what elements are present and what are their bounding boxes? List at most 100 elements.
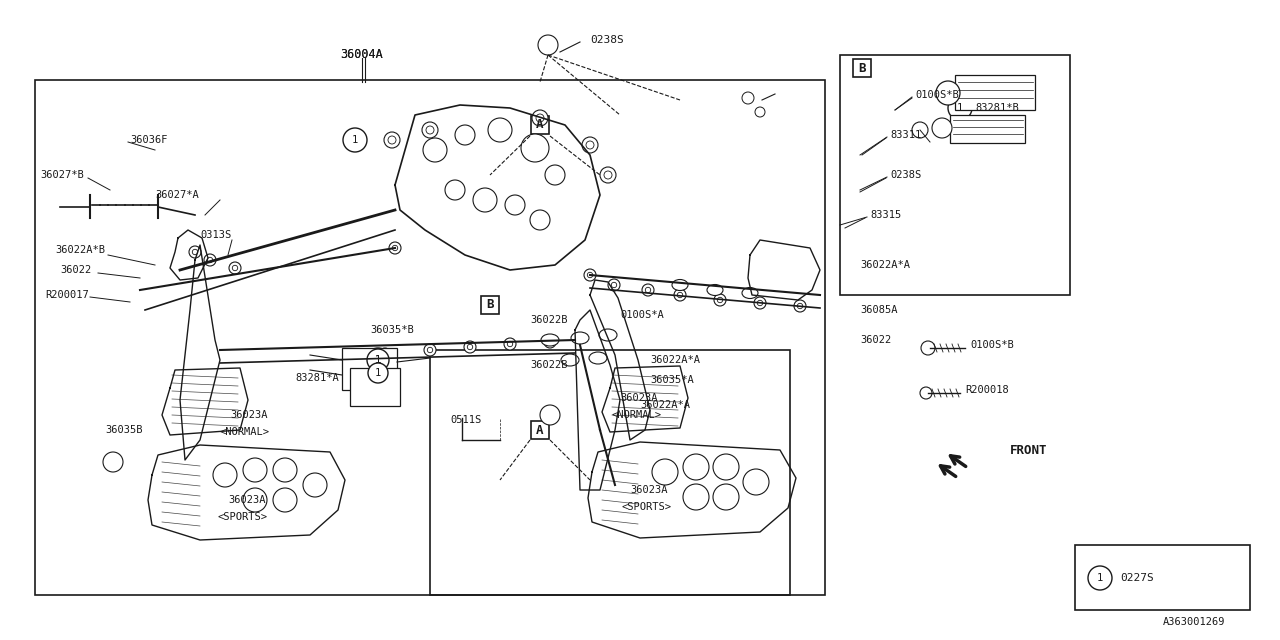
Text: R200017: R200017: [45, 290, 88, 300]
Ellipse shape: [571, 332, 589, 344]
Text: 36022A*A: 36022A*A: [860, 260, 910, 270]
Circle shape: [467, 344, 472, 349]
Circle shape: [207, 257, 212, 262]
Bar: [430, 350, 790, 595]
Circle shape: [383, 351, 388, 356]
Text: 36022B: 36022B: [530, 315, 567, 325]
Circle shape: [675, 289, 686, 301]
Circle shape: [754, 297, 765, 309]
Text: FRONT: FRONT: [1010, 444, 1047, 456]
Text: 83281*A: 83281*A: [294, 373, 339, 383]
Circle shape: [192, 250, 197, 255]
Text: 36023A: 36023A: [230, 410, 268, 420]
Text: 83281*B: 83281*B: [975, 103, 1019, 113]
Circle shape: [506, 195, 525, 215]
Bar: [342, 348, 397, 390]
Bar: [852, 59, 870, 77]
Ellipse shape: [672, 280, 689, 291]
Circle shape: [742, 92, 754, 104]
Ellipse shape: [561, 354, 579, 366]
Circle shape: [507, 341, 513, 347]
Text: 36022A*A: 36022A*A: [640, 400, 690, 410]
Text: 0227S: 0227S: [1120, 573, 1153, 583]
Circle shape: [243, 458, 268, 482]
Text: 0100S*B: 0100S*B: [970, 340, 1014, 350]
Text: <SPORTS>: <SPORTS>: [622, 502, 672, 512]
Text: 36035*B: 36035*B: [370, 325, 413, 335]
Text: 36023A: 36023A: [228, 495, 265, 505]
Circle shape: [422, 122, 438, 138]
Circle shape: [273, 458, 297, 482]
Circle shape: [389, 242, 401, 254]
Text: 36035*A: 36035*A: [650, 375, 694, 385]
Bar: [840, 55, 1070, 295]
Circle shape: [544, 336, 556, 348]
Text: 36027*B: 36027*B: [40, 170, 83, 180]
Circle shape: [212, 463, 237, 487]
Text: 36004A: 36004A: [340, 49, 383, 61]
Circle shape: [540, 405, 561, 425]
Circle shape: [392, 245, 398, 251]
Text: B: B: [859, 61, 865, 74]
Circle shape: [369, 363, 388, 383]
Circle shape: [717, 298, 723, 303]
Circle shape: [600, 167, 616, 183]
Circle shape: [532, 110, 548, 126]
Bar: [1075, 545, 1251, 610]
Text: 36022A*A: 36022A*A: [650, 355, 700, 365]
Text: 0238S: 0238S: [590, 35, 623, 45]
Circle shape: [932, 118, 952, 138]
Circle shape: [102, 452, 123, 472]
Circle shape: [465, 341, 476, 353]
Circle shape: [504, 338, 516, 350]
Circle shape: [367, 349, 389, 371]
Bar: [950, 115, 1025, 143]
Bar: [35, 80, 826, 595]
Circle shape: [384, 132, 399, 148]
Circle shape: [388, 136, 396, 144]
Circle shape: [586, 141, 594, 149]
Text: 83311: 83311: [890, 130, 922, 140]
Text: 0238S: 0238S: [890, 170, 922, 180]
Circle shape: [1088, 566, 1112, 590]
Circle shape: [920, 387, 932, 399]
Circle shape: [428, 348, 433, 353]
Text: 1: 1: [375, 355, 381, 365]
Circle shape: [488, 118, 512, 142]
Circle shape: [538, 35, 558, 55]
Circle shape: [343, 128, 367, 152]
Text: 1: 1: [957, 103, 963, 113]
Circle shape: [922, 341, 934, 355]
Circle shape: [366, 348, 390, 372]
Text: 36035B: 36035B: [105, 425, 142, 435]
Text: 36023A: 36023A: [630, 485, 667, 495]
Text: A: A: [536, 424, 544, 436]
Ellipse shape: [589, 352, 607, 364]
Circle shape: [948, 96, 972, 120]
Circle shape: [582, 137, 598, 153]
Circle shape: [936, 81, 960, 105]
Circle shape: [424, 344, 436, 356]
Text: 1: 1: [1097, 573, 1103, 583]
Circle shape: [379, 348, 390, 360]
Circle shape: [548, 339, 553, 345]
Circle shape: [243, 488, 268, 512]
Text: 0313S: 0313S: [200, 230, 232, 240]
Circle shape: [229, 262, 241, 274]
Circle shape: [521, 134, 549, 162]
Text: 36036F: 36036F: [131, 135, 168, 145]
Ellipse shape: [599, 329, 617, 341]
Circle shape: [612, 282, 617, 288]
Text: 1: 1: [375, 368, 381, 378]
Circle shape: [474, 188, 497, 212]
Circle shape: [684, 454, 709, 480]
Text: <SPORTS>: <SPORTS>: [218, 512, 268, 522]
Text: 0100S*B: 0100S*B: [915, 90, 959, 100]
Circle shape: [911, 122, 928, 138]
Circle shape: [584, 269, 596, 281]
Text: B: B: [486, 298, 494, 312]
Circle shape: [232, 266, 238, 271]
Circle shape: [426, 126, 434, 134]
Circle shape: [545, 165, 564, 185]
Circle shape: [303, 473, 326, 497]
